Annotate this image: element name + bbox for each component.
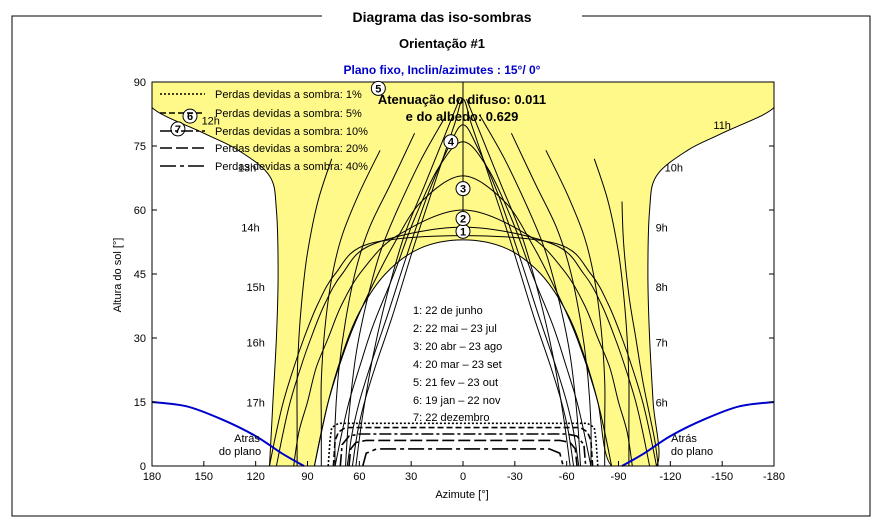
sun-path-marker-label: 1 — [460, 226, 466, 238]
sun-path-marker — [443, 134, 459, 150]
shading-contour — [348, 439, 578, 467]
date-legend: 1: 22 de junho 2: 22 mai – 23 jul 3: 20 … — [413, 305, 502, 424]
hour-label-7h: 7h — [656, 338, 668, 350]
behind-plane-label-left-1: Atrás — [234, 433, 260, 445]
date-legend-item: 5: 21 fev – 23 out — [413, 377, 498, 389]
shading-contour — [362, 448, 564, 467]
albedo-annotation: e do albedo: 0.629 — [406, 109, 519, 124]
shading-contour — [332, 426, 594, 467]
x-axis-label: Azimute [°] — [435, 489, 488, 501]
hour-line-6h — [621, 201, 659, 466]
y-tick-label: 90 — [134, 77, 146, 89]
hour-label-16h: 16h — [246, 338, 264, 350]
date-legend-item: 1: 22 de junho — [413, 305, 483, 317]
shading-contour — [339, 433, 587, 467]
y-tick-label: 45 — [134, 269, 146, 281]
behind-plane-line-right — [621, 401, 775, 467]
y-tick-label: 0 — [140, 461, 146, 473]
x-tick-label: 180 — [143, 471, 161, 483]
hour-label-15h: 15h — [246, 282, 264, 294]
sun-path-marker-label: 2 — [460, 214, 466, 226]
hour-line-7h — [593, 158, 630, 466]
shade-legend-label: Perdas devidas a sombra: 20% — [215, 143, 368, 155]
y-tick-label: 30 — [134, 333, 146, 345]
shaded-region — [152, 82, 774, 466]
hour-line-16h — [320, 150, 381, 466]
sun-path-marker — [455, 181, 471, 197]
hour-line-17h — [296, 158, 333, 466]
hour-label-13h: 13h — [238, 163, 256, 175]
shade-loss-legend: Perdas devidas a sombra: 1% Perdas devid… — [160, 89, 368, 173]
x-tick-label: 120 — [246, 471, 264, 483]
hour-label-10h: 10h — [665, 163, 683, 175]
sun-path-marker — [455, 211, 471, 227]
x-tick-label: 30 — [405, 471, 417, 483]
shade-legend-label: Perdas devidas a sombra: 40% — [215, 161, 368, 173]
behind-plane-label-right-1: Atrás — [671, 433, 697, 445]
hour-line-15h — [334, 132, 416, 466]
diffuse-annotation: Atenuação do difuso: 0.011 — [378, 92, 546, 107]
shade-legend-label: Perdas devidas a sombra: 5% — [215, 108, 362, 120]
shade-legend-label: Perdas devidas a sombra: 1% — [215, 89, 362, 101]
x-tick-label: -60 — [559, 471, 575, 483]
title-background — [322, 6, 582, 28]
behind-plane-label-right-2: do plano — [671, 446, 713, 458]
y-tick-label: 75 — [134, 141, 146, 153]
behind-plane-label-left-2: do plano — [219, 446, 261, 458]
sun-path-marker-label: 4 — [448, 137, 455, 149]
date-legend-item: 3: 20 abr – 23 ago — [413, 341, 502, 353]
chart-title: Diagrama das iso-sombras — [353, 9, 532, 25]
x-tick-label: 60 — [353, 471, 365, 483]
sun-path-marker — [370, 80, 386, 96]
plot-area: 180 150 120 90 60 30 0 -30 -60 -90 -120 -150 -180015… — [134, 77, 785, 483]
sun-path-marker-label: 3 — [460, 184, 466, 196]
plane-info: Plano fixo, Inclin/azimutes : 15°/ 0° — [344, 63, 541, 77]
y-axis-label: Altura do sol [°] — [112, 238, 124, 313]
hour-line-10h — [479, 115, 581, 466]
hour-line-14h — [345, 115, 447, 466]
hour-line-8h — [545, 150, 606, 466]
date-legend-item: 4: 20 mar – 23 set — [413, 359, 502, 371]
shade-legend-label: Perdas devidas a sombra: 10% — [215, 126, 368, 138]
hour-label-17h: 17h — [246, 397, 264, 409]
sun-path-marker-label: 6 — [187, 111, 193, 123]
hour-line-9h — [510, 132, 592, 466]
y-tick-label: 15 — [134, 397, 146, 409]
x-tick-label: 90 — [301, 471, 313, 483]
x-tick-label: 0 — [460, 471, 466, 483]
hour-label-6h: 6h — [656, 397, 668, 409]
y-tick-label: 60 — [134, 205, 146, 217]
x-tick-label: 150 — [195, 471, 213, 483]
behind-plane-line-left — [151, 401, 305, 467]
x-tick-label: -180 — [763, 471, 785, 483]
hour-label-8h: 8h — [656, 282, 668, 294]
sun-path-marker — [182, 108, 198, 124]
sun-path-marker-label: 5 — [375, 83, 381, 95]
hour-label-12h: 12h — [202, 116, 220, 128]
hour-label-9h: 9h — [656, 222, 668, 234]
date-legend-item: 6: 19 jan – 22 nov — [413, 395, 501, 407]
x-tick-label: -120 — [659, 471, 681, 483]
hour-line-13h — [355, 98, 460, 466]
hour-label-11h: 11h — [713, 120, 731, 132]
x-tick-label: -150 — [711, 471, 733, 483]
hour-line-11h — [466, 98, 571, 466]
sun-path-marker-label: 7 — [175, 124, 181, 136]
x-tick-label: -30 — [507, 471, 523, 483]
hour-label-14h: 14h — [241, 222, 259, 234]
date-legend-item: 2: 22 mai – 23 jul — [413, 323, 497, 335]
date-legend-item: 7: 22 dezembro — [413, 412, 489, 424]
chart-subtitle: Orientação #1 — [399, 36, 485, 51]
sun-path-marker — [170, 121, 186, 137]
x-tick-label: -90 — [611, 471, 627, 483]
